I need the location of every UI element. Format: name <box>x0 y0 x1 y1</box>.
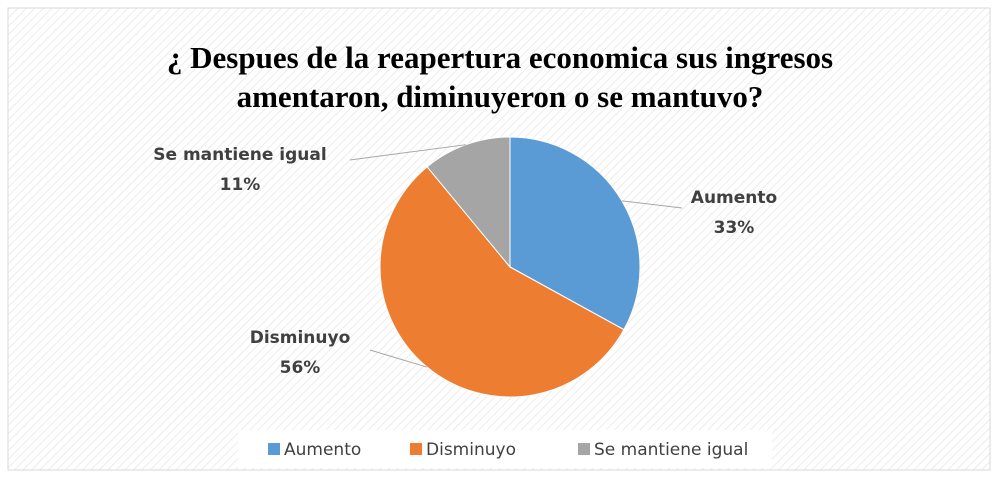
pie-slice <box>509 136 641 331</box>
chart-title: ¿ Despues de la reapertura economica sus… <box>166 40 834 114</box>
data-label-value: 11% <box>220 175 261 195</box>
leader-line <box>621 200 683 209</box>
data-label-value: 33% <box>714 218 755 238</box>
leader-line <box>369 349 428 368</box>
data-label-value: 56% <box>280 358 321 378</box>
legend-label: Disminuyo <box>426 440 516 460</box>
pie-slice <box>379 166 625 398</box>
legend-label: Se mantiene igual <box>594 440 748 460</box>
legend-swatch <box>268 443 280 455</box>
data-label-category: Aumento <box>691 188 777 208</box>
legend-box <box>238 430 772 468</box>
legend-swatch <box>410 443 422 455</box>
pie-slice <box>426 136 511 269</box>
leader-line <box>349 144 467 161</box>
legend-label: Aumento <box>284 440 361 460</box>
legend-swatch <box>578 443 590 455</box>
data-label-category: Se mantiene igual <box>153 145 326 165</box>
data-label-category: Disminuyo <box>250 328 351 348</box>
